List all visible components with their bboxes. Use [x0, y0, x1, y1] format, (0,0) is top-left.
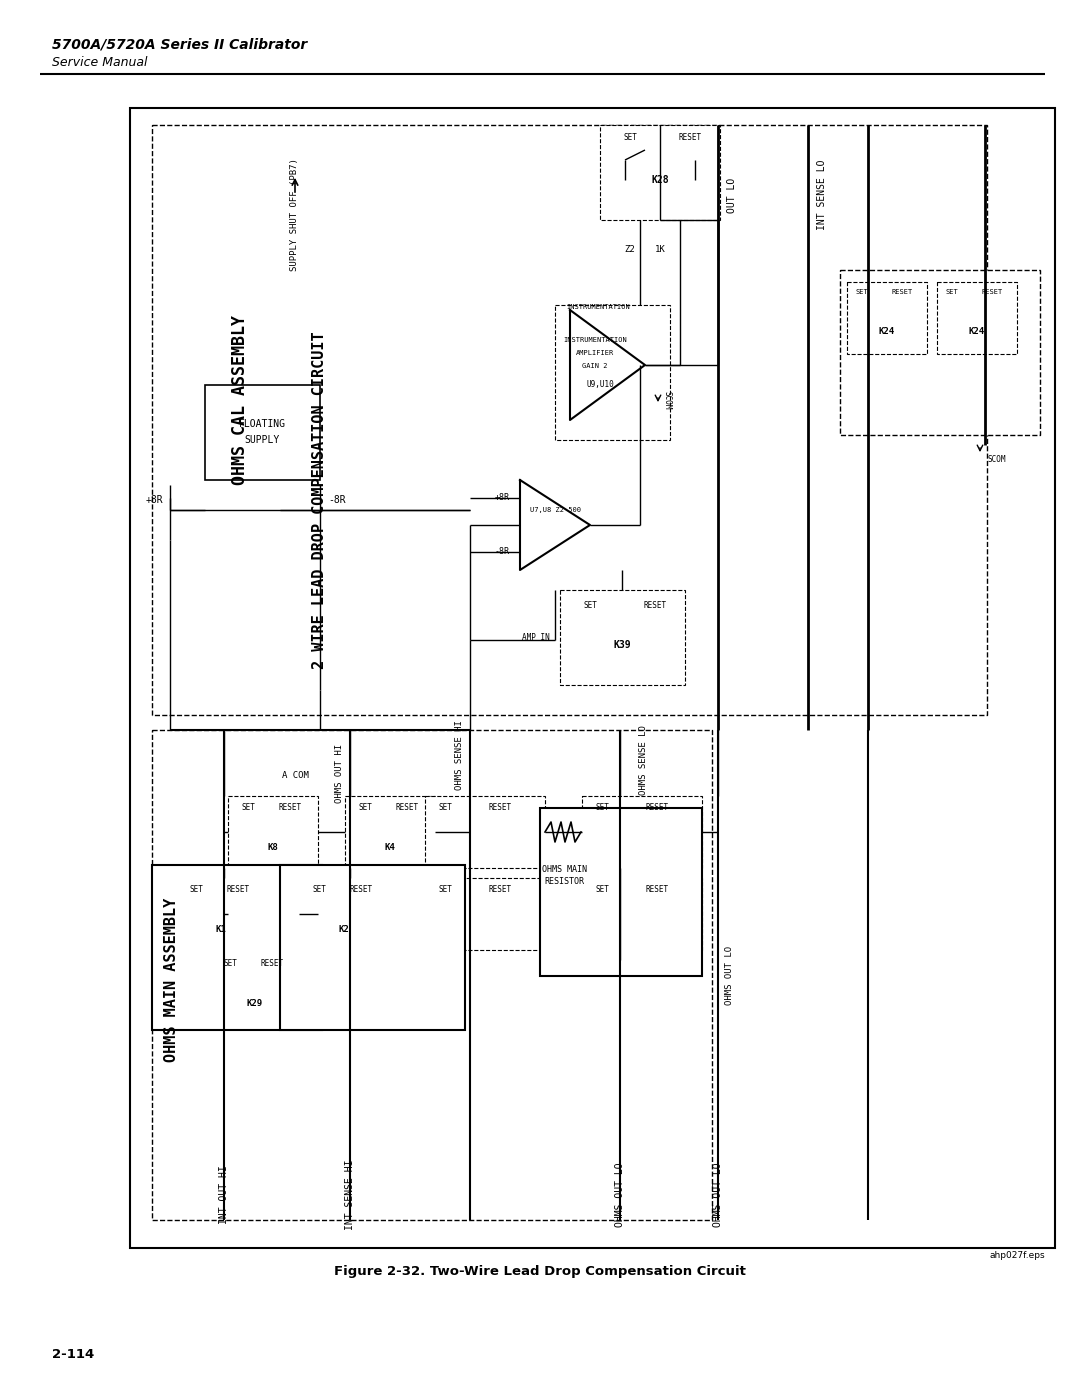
Text: +8R: +8R	[146, 495, 163, 504]
Bar	[426, 796, 545, 868]
Bar	[130, 108, 1055, 1248]
Bar	[152, 731, 712, 1220]
Text: U9,U10: U9,U10	[586, 380, 613, 390]
Bar	[176, 877, 266, 950]
Text: RESET: RESET	[982, 289, 1002, 295]
Bar	[600, 124, 720, 219]
Text: OHMS OUT LO: OHMS OUT LO	[713, 1162, 723, 1228]
Bar	[847, 282, 927, 353]
Text: OHMS OUT LO: OHMS OUT LO	[615, 1162, 625, 1228]
Text: K29: K29	[247, 999, 264, 1009]
Text: 2 WIRE LEAD DROP COMPENSATION CIRCUIT: 2 WIRE LEAD DROP COMPENSATION CIRCUIT	[312, 331, 327, 669]
Text: SET: SET	[946, 289, 958, 295]
Text: SET: SET	[855, 289, 868, 295]
Text: 5700A/5720A Series II Calibrator: 5700A/5720A Series II Calibrator	[52, 38, 307, 52]
Bar	[280, 865, 465, 1030]
Text: Figure 2-32. Two-Wire Lead Drop Compensation Circuit: Figure 2-32. Two-Wire Lead Drop Compensa…	[334, 1266, 746, 1278]
Text: INT OUT HI: INT OUT HI	[219, 1165, 229, 1224]
Bar	[345, 796, 435, 868]
Bar	[582, 796, 702, 868]
Bar	[228, 796, 318, 868]
Text: SCOM: SCOM	[662, 391, 672, 409]
Text: OHMS OUT HI: OHMS OUT HI	[336, 743, 345, 802]
Text: RESET: RESET	[891, 289, 913, 295]
Text: K24: K24	[879, 327, 895, 337]
Text: FLOATING: FLOATING	[239, 419, 285, 429]
Text: Service Manual: Service Manual	[52, 56, 148, 68]
Text: RESET: RESET	[395, 803, 419, 813]
Text: OHMS MAIN: OHMS MAIN	[541, 866, 586, 875]
Text: GAIN 2: GAIN 2	[582, 363, 608, 369]
Text: 2-114: 2-114	[52, 1348, 94, 1362]
Text: OHMS SENSE HI: OHMS SENSE HI	[456, 719, 464, 789]
Text: RESET: RESET	[260, 960, 284, 968]
Bar	[937, 282, 1017, 353]
Text: SET: SET	[583, 601, 597, 609]
Text: RESET: RESET	[646, 886, 669, 894]
Text: RESET: RESET	[350, 886, 373, 894]
Text: SET: SET	[438, 886, 451, 894]
Text: SET: SET	[595, 886, 609, 894]
Bar	[205, 386, 320, 481]
Bar	[840, 270, 1040, 434]
Text: RESET: RESET	[644, 601, 666, 609]
Text: INT SENSE LO: INT SENSE LO	[816, 159, 827, 231]
Text: OUT LO: OUT LO	[727, 177, 737, 212]
Text: INT SENSE HI: INT SENSE HI	[345, 1160, 355, 1231]
Text: SCOM: SCOM	[988, 455, 1007, 464]
Bar	[540, 807, 702, 977]
Bar	[555, 305, 670, 440]
Text: 1K: 1K	[654, 246, 665, 254]
Bar	[426, 877, 545, 950]
Text: OHMS MAIN ASSEMBLY: OHMS MAIN ASSEMBLY	[164, 898, 179, 1062]
Text: -8R: -8R	[495, 548, 510, 556]
Bar	[152, 124, 987, 715]
Text: SET: SET	[241, 803, 255, 813]
Text: AMP IN: AMP IN	[523, 633, 550, 641]
Bar	[152, 865, 322, 1030]
Bar	[582, 877, 702, 950]
Text: RESET: RESET	[678, 133, 702, 141]
Text: AMPLIFIER: AMPLIFIER	[576, 351, 615, 356]
Text: SUPPLY SHUT OFF (PB7): SUPPLY SHUT OFF (PB7)	[291, 159, 299, 271]
Text: K2: K2	[339, 925, 349, 935]
Text: RESET: RESET	[279, 803, 301, 813]
Text: +8R: +8R	[495, 493, 510, 503]
Text: K28: K28	[651, 175, 669, 184]
Text: SET: SET	[438, 803, 451, 813]
Text: OHMS CAL ASSEMBLY: OHMS CAL ASSEMBLY	[231, 314, 249, 485]
Text: RESET: RESET	[488, 803, 512, 813]
Text: INSTRUMENTATION: INSTRUMENTATION	[566, 305, 630, 310]
Text: INSTRUMENTATION: INSTRUMENTATION	[563, 337, 626, 344]
Text: ahp027f.eps: ahp027f.eps	[989, 1252, 1045, 1260]
Text: K1: K1	[216, 925, 227, 935]
Text: OHMS SENSE LO: OHMS SENSE LO	[638, 725, 648, 795]
Text: SET: SET	[359, 803, 372, 813]
Text: SUPPLY: SUPPLY	[244, 434, 280, 446]
Text: SET: SET	[224, 960, 237, 968]
Text: Z2: Z2	[624, 246, 635, 254]
Text: RESET: RESET	[227, 886, 249, 894]
Text: -8R: -8R	[328, 495, 346, 504]
Text: K8: K8	[268, 844, 279, 852]
Text: U7,U8 Z2 500: U7,U8 Z2 500	[529, 507, 581, 513]
Text: SET: SET	[595, 803, 609, 813]
Text: SET: SET	[189, 886, 203, 894]
Text: RESET: RESET	[488, 886, 512, 894]
Text: SET: SET	[623, 133, 637, 141]
Bar	[210, 951, 300, 1024]
Text: RESET: RESET	[646, 803, 669, 813]
Text: RESISTOR: RESISTOR	[544, 877, 584, 887]
Text: OHMS OUT LO: OHMS OUT LO	[726, 946, 734, 1004]
Bar	[561, 590, 685, 685]
Text: SET: SET	[312, 886, 326, 894]
Text: K24: K24	[969, 327, 985, 337]
Bar	[299, 877, 389, 950]
Text: K39: K39	[613, 640, 631, 650]
Text: K4: K4	[384, 844, 395, 852]
Text: A COM: A COM	[282, 771, 309, 780]
